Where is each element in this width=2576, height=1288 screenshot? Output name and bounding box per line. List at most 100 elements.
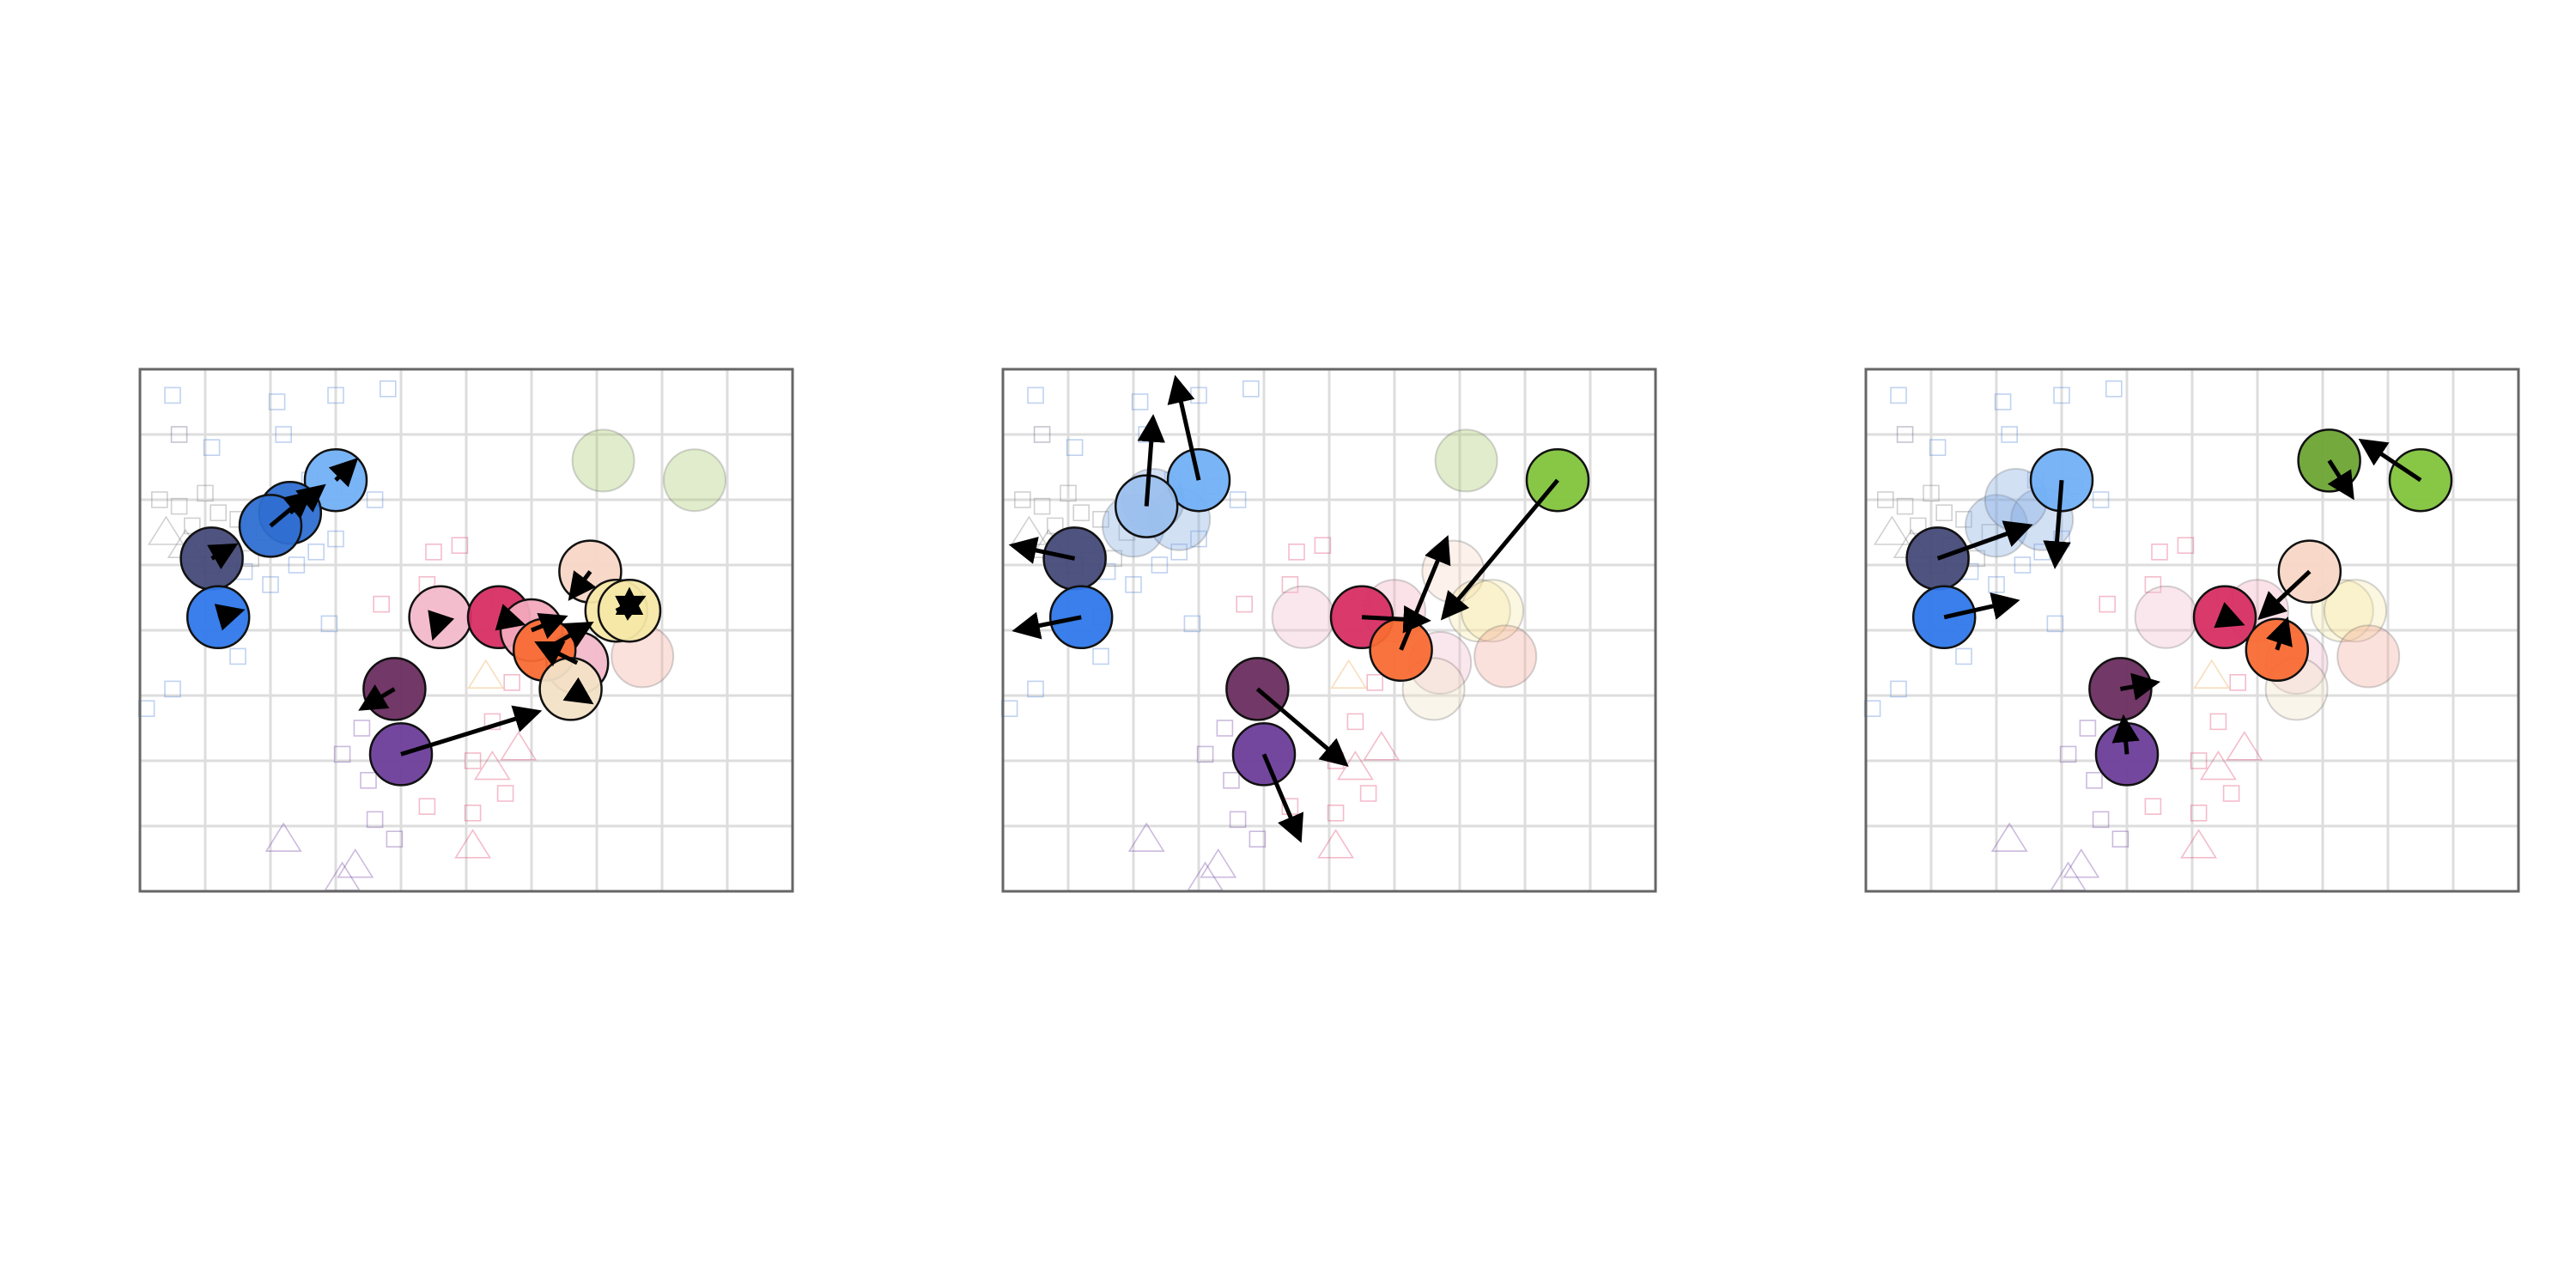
background-square-marker	[2222, 785, 2240, 802]
background-square-marker	[1877, 491, 1894, 508]
background-square-marker	[1929, 439, 1947, 457]
displacement-arrow	[1440, 478, 1559, 621]
background-triangle-marker	[473, 750, 511, 781]
background-square-marker	[1033, 426, 1051, 443]
background-triangle-marker	[2193, 659, 2231, 690]
chart-panel-1	[137, 368, 794, 893]
background-square-marker	[1994, 393, 2012, 410]
background-square-marker	[2092, 811, 2110, 829]
background-square-marker	[2046, 615, 2064, 633]
background-square-marker	[2151, 543, 2168, 561]
background-triangle-marker	[454, 829, 492, 859]
background-square-marker	[1092, 647, 1109, 665]
background-square-marker	[2111, 830, 2129, 848]
background-square-marker	[1229, 491, 1247, 508]
displacement-arrow	[1012, 611, 1082, 640]
background-square-marker	[1366, 673, 1383, 691]
background-triangle-marker	[2063, 848, 2100, 878]
displacement-arrow	[214, 604, 246, 631]
background-square-marker	[1281, 575, 1299, 593]
background-square-marker	[1359, 785, 1377, 802]
background-square-marker	[1027, 386, 1044, 404]
background-square-marker	[1314, 537, 1332, 555]
displacement-arrow	[207, 543, 239, 570]
background-square-marker	[1216, 720, 1234, 737]
background-square-marker	[418, 798, 436, 816]
background-square-marker	[2190, 752, 2208, 769]
background-square-marker	[2053, 386, 2070, 404]
background-triangle-marker	[1330, 659, 1368, 690]
chart-panel-2	[1000, 368, 1657, 893]
background-square-marker	[262, 575, 279, 593]
background-triangle-marker	[2199, 750, 2237, 781]
background-square-marker	[1346, 713, 1364, 731]
background-square-marker	[2001, 426, 2018, 443]
displacement-arrow	[531, 612, 568, 640]
background-square-marker	[2099, 595, 2116, 613]
background-square-marker	[1170, 543, 1188, 561]
background-square-marker	[1131, 393, 1149, 410]
displacement-arrow	[400, 705, 543, 756]
background-square-marker	[2059, 745, 2077, 763]
background-square-marker	[503, 673, 521, 691]
plot-frame	[138, 368, 794, 893]
background-square-marker	[151, 491, 168, 508]
background-square-marker	[170, 497, 188, 515]
background-square-marker	[1955, 510, 1972, 528]
chart-panel-3	[1863, 368, 2520, 893]
background-square-marker	[2092, 491, 2110, 508]
background-square-marker	[320, 615, 338, 633]
background-triangle-marker	[2180, 829, 2218, 859]
faded-circle-marker	[1271, 585, 1335, 649]
background-square-marker	[268, 393, 286, 410]
background-square-marker	[1242, 380, 1260, 398]
displacement-arrow	[495, 604, 526, 631]
background-square-marker	[1923, 484, 1940, 502]
background-square-marker	[1223, 771, 1240, 789]
displacement-arrow	[543, 621, 594, 652]
faded-circle-marker	[2336, 624, 2401, 689]
background-square-marker	[1125, 575, 1142, 593]
background-square-marker	[1896, 426, 1914, 443]
background-square-marker	[360, 771, 377, 789]
background-square-marker	[164, 386, 181, 404]
background-square-marker	[1183, 615, 1201, 633]
background-triangle-marker	[1873, 515, 1911, 545]
background-triangle-marker	[147, 515, 185, 545]
displacement-arrow	[562, 677, 594, 705]
background-square-marker	[1190, 530, 1207, 548]
displacement-arrow	[1008, 536, 1076, 564]
background-square-marker	[1890, 680, 1907, 698]
plot-frame	[1001, 368, 1657, 893]
background-square-marker	[373, 595, 391, 613]
faded-circle-marker	[1473, 624, 1538, 689]
displacement-arrow	[534, 641, 579, 667]
background-triangle-marker	[1317, 829, 1355, 859]
faded-circle-marker	[571, 428, 635, 493]
displacement-arrow	[1167, 374, 1201, 481]
displacement-arrow	[1361, 605, 1431, 634]
background-square-marker	[1288, 543, 1305, 561]
background-square-marker	[288, 556, 306, 574]
background-square-marker	[425, 543, 442, 561]
background-square-marker	[1935, 504, 1953, 522]
background-square-marker	[2209, 713, 2227, 731]
displacement-arrow	[2214, 602, 2245, 629]
displacement-arrow	[2327, 459, 2354, 501]
background-square-marker	[496, 785, 514, 802]
background-square-marker	[2144, 798, 2162, 816]
background-square-marker	[1890, 386, 1907, 404]
background-square-marker	[451, 537, 469, 555]
displacement-arrow	[1261, 753, 1304, 843]
background-square-marker	[170, 426, 188, 443]
background-square-marker	[464, 752, 482, 769]
background-square-marker	[1066, 439, 1084, 457]
background-square-marker	[366, 491, 384, 508]
displacement-arrow	[2111, 714, 2140, 755]
background-square-marker	[1896, 497, 1914, 515]
background-triangle-marker	[337, 848, 374, 878]
background-square-marker	[164, 680, 181, 698]
background-triangle-marker	[1990, 822, 2028, 853]
background-square-marker	[353, 720, 371, 737]
background-triangle-marker	[500, 731, 538, 761]
